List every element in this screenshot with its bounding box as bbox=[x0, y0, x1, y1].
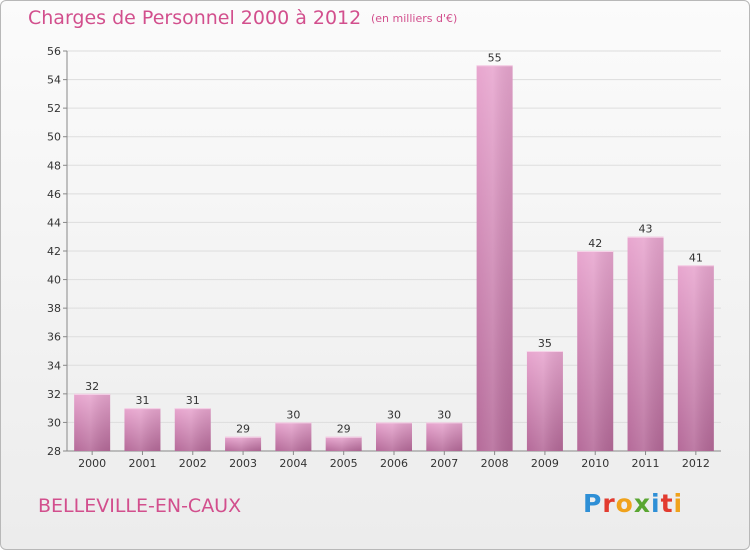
y-tick-label: 32 bbox=[47, 388, 61, 401]
y-tick-label: 42 bbox=[47, 245, 61, 258]
y-tick-label: 52 bbox=[47, 102, 61, 115]
data-label: 31 bbox=[135, 394, 149, 407]
data-label: 41 bbox=[689, 251, 703, 264]
bar-shine-2004 bbox=[275, 422, 312, 451]
data-label: 30 bbox=[437, 408, 451, 421]
data-label: 29 bbox=[337, 423, 351, 436]
y-tick-label: 40 bbox=[47, 274, 61, 287]
y-tick-label: 48 bbox=[47, 159, 61, 172]
y-tick-label: 34 bbox=[47, 359, 61, 372]
data-label: 32 bbox=[85, 380, 99, 393]
x-tick-label: 2009 bbox=[531, 457, 559, 470]
chart-title: Charges de Personnel 2000 à 2012 bbox=[28, 7, 362, 29]
bar-shine-2011 bbox=[627, 236, 664, 451]
data-label: 55 bbox=[488, 51, 502, 64]
data-label: 42 bbox=[588, 237, 602, 250]
x-tick-label: 2011 bbox=[632, 457, 660, 470]
y-tick-label: 28 bbox=[47, 445, 61, 458]
grid-lines bbox=[67, 50, 721, 452]
data-label: 43 bbox=[639, 223, 653, 236]
bar-shine-2009 bbox=[526, 351, 563, 451]
y-tick-label: 30 bbox=[47, 416, 61, 429]
bar-shine-2008 bbox=[476, 65, 513, 452]
y-tick-label: 36 bbox=[47, 331, 61, 344]
x-tick-label: 2004 bbox=[279, 457, 307, 470]
commune-name: BELLEVILLE-EN-CAUX bbox=[38, 495, 242, 517]
y-tick-label: 46 bbox=[47, 188, 61, 201]
data-label: 30 bbox=[387, 408, 401, 421]
data-label: 31 bbox=[186, 394, 200, 407]
bar-shine-2002 bbox=[174, 408, 211, 451]
bar-shine-2000 bbox=[74, 393, 111, 451]
x-tick-label: 2002 bbox=[179, 457, 207, 470]
chart-subtitle: (en milliers d'€) bbox=[371, 12, 458, 25]
y-tick-label: 50 bbox=[47, 131, 61, 144]
x-tick-label: 2006 bbox=[380, 457, 408, 470]
data-label: 35 bbox=[538, 337, 552, 350]
bar-shine-2012 bbox=[677, 265, 714, 451]
x-tick-label: 2012 bbox=[682, 457, 710, 470]
y-tick-label: 44 bbox=[47, 216, 61, 229]
data-labels: 32 31 31 29 30 29 30 30 55 35 42 43 41 bbox=[85, 51, 703, 435]
bar-shine-2003 bbox=[225, 436, 262, 451]
y-tick-label: 54 bbox=[47, 74, 61, 87]
x-tick-label: 2008 bbox=[481, 457, 509, 470]
bars bbox=[74, 65, 714, 452]
x-tick-label: 2005 bbox=[330, 457, 358, 470]
data-label: 29 bbox=[236, 423, 250, 436]
x-tick-label: 2003 bbox=[229, 457, 257, 470]
bar-shine-2007 bbox=[426, 422, 463, 451]
x-tick-label: 2001 bbox=[128, 457, 156, 470]
bar-shine-2005 bbox=[325, 436, 362, 451]
bar-shine-2010 bbox=[577, 251, 614, 451]
x-tick-label: 2000 bbox=[78, 457, 106, 470]
data-label: 30 bbox=[286, 408, 300, 421]
y-tick-label: 56 bbox=[47, 45, 61, 58]
bar-shine-2006 bbox=[376, 422, 412, 451]
x-tick-label: 2010 bbox=[581, 457, 609, 470]
proxiti-logo[interactable]: Proxiti bbox=[583, 489, 684, 518]
y-tick-label: 38 bbox=[47, 302, 61, 315]
x-tick-label: 2007 bbox=[430, 457, 458, 470]
bar-shine-2001 bbox=[124, 408, 161, 451]
